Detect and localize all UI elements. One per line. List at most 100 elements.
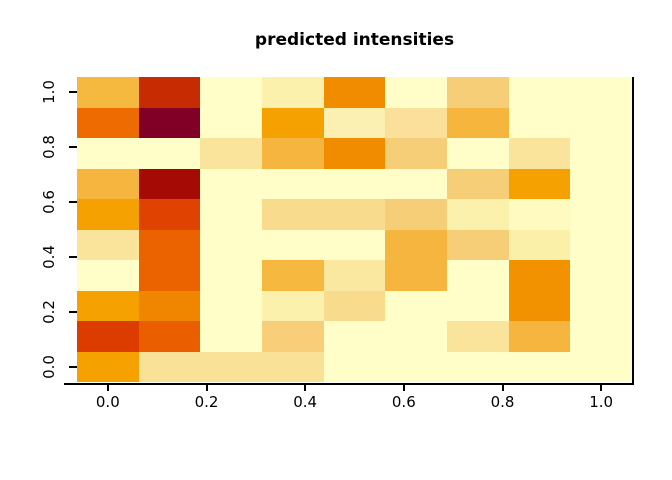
heatmap-cell	[570, 351, 632, 382]
heatmap-cell	[570, 260, 632, 291]
heatmap-cell	[138, 229, 201, 260]
heatmap-cell	[508, 138, 571, 169]
heatmap-cell	[447, 290, 509, 321]
heatmap-cell	[77, 260, 139, 291]
heatmap-grid	[77, 77, 632, 382]
heatmap-cell	[262, 321, 324, 352]
heatmap-cell	[77, 290, 139, 321]
y-tick-label: 0.0	[40, 354, 58, 379]
heatmap-cell	[138, 138, 201, 169]
x-axis-line	[64, 383, 634, 385]
heatmap-cell	[200, 351, 262, 382]
heatmap-cell	[447, 107, 509, 138]
heatmap-cell	[200, 229, 262, 260]
heatmap-cell	[385, 77, 447, 108]
heatmap-cell	[323, 77, 386, 108]
heatmap-cell	[262, 260, 324, 291]
heatmap-cell	[385, 290, 447, 321]
y-tick-label: 0.4	[40, 245, 58, 269]
x-tick-label: 0.0	[95, 393, 120, 411]
heatmap-cell	[508, 107, 571, 138]
y-tick-mark	[69, 146, 77, 149]
heatmap-cell	[77, 321, 139, 352]
heatmap-cell	[447, 321, 509, 352]
y-tick-mark	[69, 310, 77, 313]
heatmap-cell	[323, 351, 386, 382]
y-tick-label: 1.0	[40, 80, 58, 105]
heatmap-cell	[77, 107, 139, 138]
heatmap-cell	[200, 107, 262, 138]
heatmap-cell	[385, 199, 447, 230]
heatmap-cell	[77, 138, 139, 169]
heatmap-cell	[138, 321, 201, 352]
heatmap-cell	[508, 229, 571, 260]
heatmap-cell	[323, 199, 386, 230]
x-tick-mark	[304, 385, 307, 391]
y-tick-mark	[69, 365, 77, 368]
x-tick-label: 1.0	[589, 393, 614, 411]
heatmap-cell	[323, 290, 386, 321]
y-tick-mark	[69, 255, 77, 258]
heatmap-cell	[508, 351, 571, 382]
y-tick-label: 0.2	[40, 299, 58, 324]
heatmap-cell	[570, 138, 632, 169]
heatmap-cell	[447, 168, 509, 199]
heatmap-cell	[200, 138, 262, 169]
heatmap-cell	[262, 229, 324, 260]
heatmap-cell	[262, 199, 324, 230]
heatmap-cell	[200, 260, 262, 291]
x-tick-label: 0.4	[293, 393, 318, 411]
heatmap-cell	[262, 138, 324, 169]
y-tick-label: 0.6	[40, 190, 58, 214]
heatmap-cell	[508, 168, 571, 199]
chart-title: predicted intensities	[254, 30, 455, 50]
heatmap-cell	[138, 199, 201, 230]
heatmap-cell	[385, 107, 447, 138]
heatmap-cell	[77, 168, 139, 199]
heatmap-cell	[138, 77, 201, 108]
heatmap-cell	[200, 168, 262, 199]
heatmap-cell	[508, 260, 571, 291]
heatmap-cell	[508, 199, 571, 230]
x-tick-mark	[600, 385, 603, 391]
heatmap-cell	[323, 229, 386, 260]
y-tick-mark	[69, 91, 77, 94]
heatmap-cell	[570, 77, 632, 108]
heatmap-cell	[570, 107, 632, 138]
x-tick-label: 0.8	[490, 393, 515, 411]
heatmap-cell	[570, 229, 632, 260]
heatmap-cell	[77, 351, 139, 382]
heatmap-cell	[262, 351, 324, 382]
heatmap-cell	[138, 351, 201, 382]
heatmap-cell	[77, 77, 139, 108]
y-tick-label: 0.8	[40, 135, 58, 160]
heatmap-cell	[200, 290, 262, 321]
heatmap-cell	[385, 351, 447, 382]
heatmap-cell	[138, 107, 201, 138]
y-tick-mark	[69, 201, 77, 204]
heatmap-cell	[385, 168, 447, 199]
x-tick-mark	[106, 385, 109, 391]
heatmap-cell	[385, 260, 447, 291]
heatmap-cell	[385, 321, 447, 352]
heatmap-cell	[385, 138, 447, 169]
heatmap-cell	[323, 138, 386, 169]
heatmap-cell	[323, 260, 386, 291]
heatmap-cell	[570, 321, 632, 352]
plot-right-border	[632, 77, 634, 385]
heatmap-cell	[200, 321, 262, 352]
heatmap-cell	[447, 229, 509, 260]
heatmap-cell	[262, 168, 324, 199]
heatmap-cell	[570, 290, 632, 321]
heatmap-cell	[262, 107, 324, 138]
heatmap-cell	[262, 290, 324, 321]
heatmap-cell	[138, 260, 201, 291]
heatmap-cell	[262, 77, 324, 108]
heatmap-cell	[323, 107, 386, 138]
heatmap-cell	[323, 321, 386, 352]
heatmap-cell	[447, 138, 509, 169]
heatmap-cell	[385, 229, 447, 260]
heatmap-cell	[200, 199, 262, 230]
heatmap-cell	[508, 290, 571, 321]
